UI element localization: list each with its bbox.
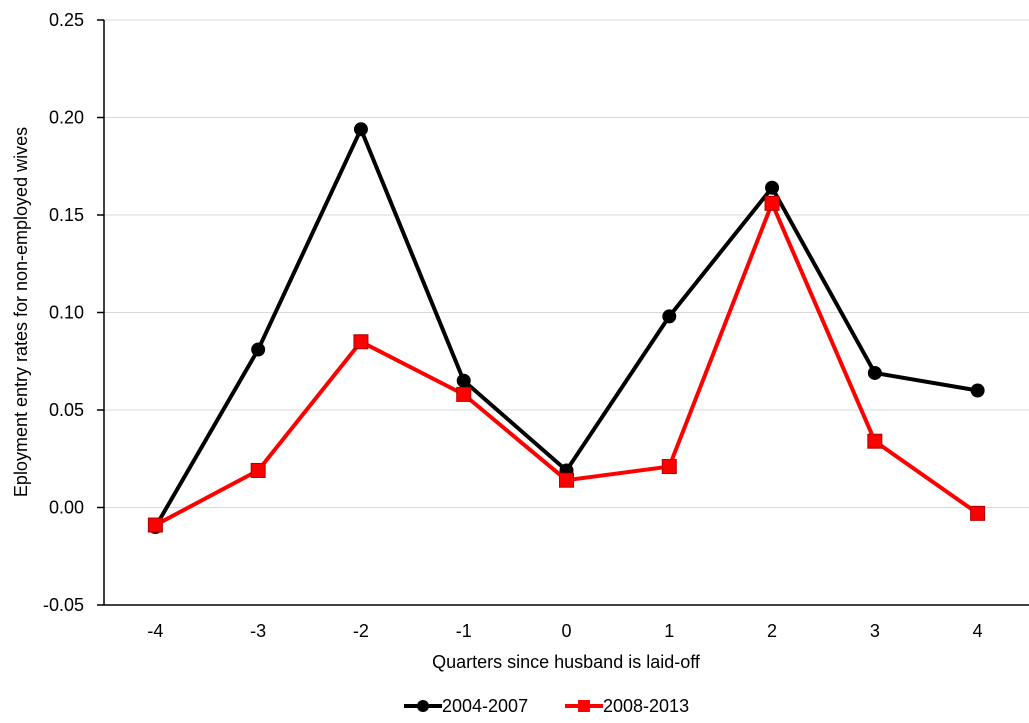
- data-point: [354, 122, 368, 136]
- data-point: [457, 387, 471, 401]
- gridlines: [104, 20, 1029, 508]
- series-2004-2007: [148, 122, 984, 534]
- y-tick-label: 0.25: [49, 10, 84, 30]
- legend-item: 2008-2013: [565, 696, 689, 716]
- y-tick-label: -0.05: [43, 595, 84, 615]
- legend-marker: [417, 700, 429, 712]
- data-point: [662, 460, 676, 474]
- y-tick-label: 0.10: [49, 303, 84, 323]
- x-tick-label: 3: [870, 621, 880, 641]
- legend-label: 2008-2013: [603, 696, 689, 716]
- data-point: [662, 309, 676, 323]
- legend-item: 2004-2007: [404, 696, 528, 716]
- data-point: [971, 506, 985, 520]
- x-tick-label: -4: [147, 621, 163, 641]
- data-point: [971, 384, 985, 398]
- x-tick-label: -1: [456, 621, 472, 641]
- x-axis-title: Quarters since husband is laid-off: [432, 652, 701, 672]
- series-2008-2013: [148, 196, 984, 532]
- data-point: [560, 473, 574, 487]
- legend-marker: [578, 700, 590, 712]
- data-point: [251, 343, 265, 357]
- legend: 2004-2007 2008-2013: [404, 696, 689, 716]
- data-point: [354, 335, 368, 349]
- x-tick-label: 4: [973, 621, 983, 641]
- x-tick-label: 0: [561, 621, 571, 641]
- y-tick-label: 0.00: [49, 498, 84, 518]
- series-lines: [148, 122, 984, 534]
- y-tick-label: 0.15: [49, 205, 84, 225]
- data-point: [765, 181, 779, 195]
- x-tick-label: -3: [250, 621, 266, 641]
- data-point: [868, 434, 882, 448]
- x-tick-label: 2: [767, 621, 777, 641]
- x-tick-label: -2: [353, 621, 369, 641]
- legend-label: 2004-2007: [442, 696, 528, 716]
- y-axis-title: Eployment entry rates for non-employed w…: [11, 127, 31, 497]
- data-point: [251, 463, 265, 477]
- y-tick-label: 0.20: [49, 108, 84, 128]
- y-tick-label: 0.05: [49, 400, 84, 420]
- axes: -0.05 0.00 0.05 0.10 0.15 0.20 0.25 -4 -3 -2 -1 0 1 2…: [43, 10, 1029, 641]
- data-point: [457, 374, 471, 388]
- data-point: [148, 518, 162, 532]
- data-point: [765, 196, 779, 210]
- data-point: [868, 366, 882, 380]
- x-tick-label: 1: [664, 621, 674, 641]
